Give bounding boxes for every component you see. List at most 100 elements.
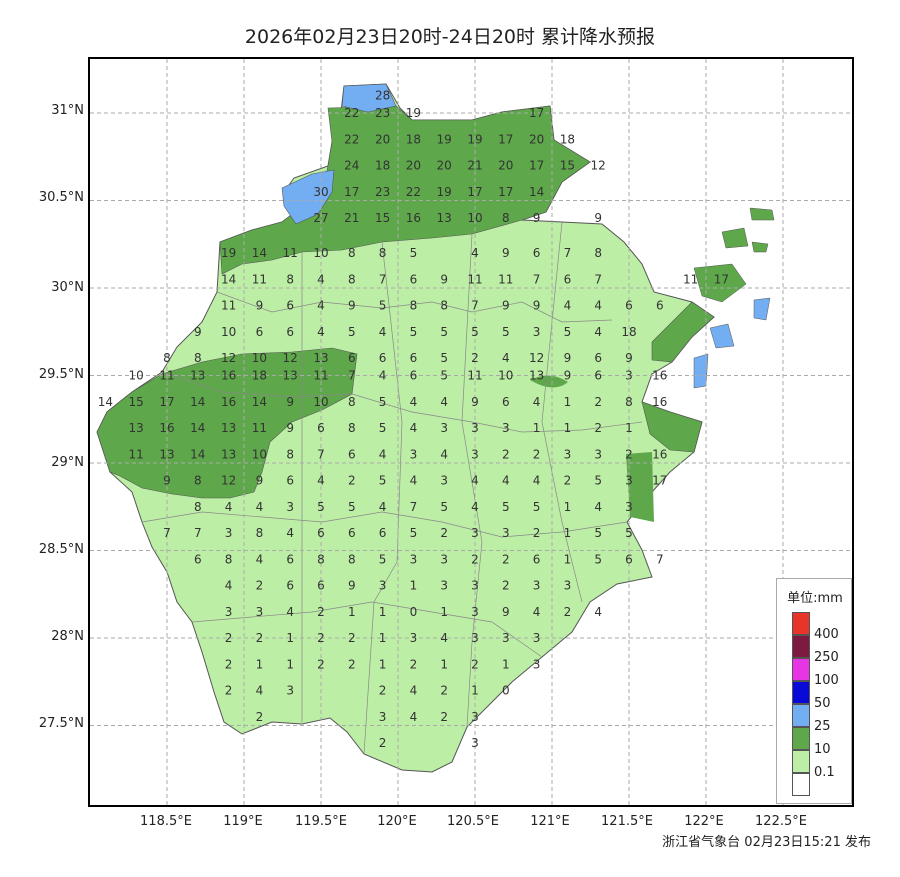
rainfall-value: 8 <box>348 421 356 435</box>
rainfall-value: 5 <box>440 351 448 365</box>
rainfall-value: 11 <box>221 299 236 313</box>
rainfall-value: 3 <box>225 526 233 540</box>
rainfall-value: 20 <box>375 132 390 146</box>
rainfall-value: 9 <box>194 325 202 339</box>
lon-label: 121.5°E <box>601 814 653 829</box>
island <box>693 353 709 389</box>
rainfall-value: 9 <box>564 351 572 365</box>
rainfall-value: 7 <box>317 447 325 461</box>
rainfall-value: 6 <box>379 351 387 365</box>
rainfall-value: 1 <box>410 579 418 593</box>
issuer-footer: 浙江省气象台 02月23日15:21 发布 <box>662 835 871 850</box>
lat-label: 31°N <box>51 103 84 118</box>
rainfall-value: 19 <box>406 106 421 120</box>
rainfall-value: 9 <box>533 299 541 313</box>
rainfall-value: 9 <box>564 369 572 383</box>
rainfall-value: 3 <box>564 579 572 593</box>
rainfall-value: 6 <box>379 526 387 540</box>
rainfall-value: 2 <box>348 631 356 645</box>
rainfall-value: 5 <box>594 474 602 488</box>
rainfall-value: 9 <box>286 421 294 435</box>
rainfall-value: 5 <box>379 421 387 435</box>
rainfall-value: 9 <box>625 351 633 365</box>
rainfall-value: 11 <box>313 369 328 383</box>
rainfall-value: 5 <box>502 500 510 514</box>
rainfall-value: 1 <box>625 421 633 435</box>
rainfall-value: 3 <box>502 421 510 435</box>
rainfall-value: 7 <box>533 272 541 286</box>
rainfall-value: 2 <box>533 526 541 540</box>
rainfall-value: 2 <box>256 579 264 593</box>
rainfall-value: 5 <box>440 325 448 339</box>
rainfall-value: 11 <box>252 272 267 286</box>
rainfall-value: 0 <box>502 684 510 698</box>
rainfall-value: 4 <box>533 605 541 619</box>
rainfall-value: 4 <box>471 500 479 514</box>
rainfall-value: 4 <box>225 500 233 514</box>
rainfall-value: 1 <box>379 657 387 671</box>
rainfall-value: 10 <box>498 369 513 383</box>
legend-swatch <box>792 773 810 796</box>
rainfall-value: 9 <box>594 211 602 225</box>
rainfall-value: 2 <box>379 736 387 750</box>
rainfall-value: 4 <box>502 474 510 488</box>
rainfall-value: 3 <box>440 579 448 593</box>
rainfall-value: 4 <box>317 272 325 286</box>
rainfall-value: 4 <box>410 684 418 698</box>
rainfall-value: 8 <box>286 447 294 461</box>
rainfall-value: 17 <box>714 272 729 286</box>
rainfall-value: 5 <box>379 552 387 566</box>
legend-title: 单位:mm <box>787 591 843 606</box>
rainfall-value: 13 <box>437 211 452 225</box>
rainfall-value: 6 <box>286 325 294 339</box>
rainfall-value: 3 <box>286 500 294 514</box>
rainfall-value: 2 <box>533 447 541 461</box>
rainfall-value: 8 <box>194 500 202 514</box>
rainfall-value: 3 <box>533 579 541 593</box>
rainfall-value: 16 <box>221 395 236 409</box>
rainfall-value: 2 <box>471 657 479 671</box>
island <box>749 207 775 221</box>
rainfall-value: 8 <box>194 351 202 365</box>
rainfall-value: 15 <box>560 159 575 173</box>
rainfall-value: 2 <box>348 474 356 488</box>
rainfall-value: 14 <box>190 395 205 409</box>
rainfall-value: 28 <box>375 89 390 103</box>
rainfall-value: 6 <box>317 421 325 435</box>
lat-label: 30°N <box>51 280 84 295</box>
rain-10-25-spot <box>626 452 654 522</box>
rain-10-25-east-island <box>641 401 703 453</box>
rainfall-value: 3 <box>225 605 233 619</box>
rainfall-value: 0 <box>410 605 418 619</box>
rainfall-value: 17 <box>529 106 544 120</box>
island <box>751 241 769 253</box>
rainfall-value: 18 <box>252 369 267 383</box>
rainfall-value: 2 <box>471 552 479 566</box>
legend-swatch <box>792 658 810 681</box>
rainfall-value: 11 <box>467 272 482 286</box>
rainfall-value: 6 <box>502 395 510 409</box>
rainfall-value: 8 <box>163 351 171 365</box>
legend-label: 400 <box>814 627 839 642</box>
rainfall-value: 22 <box>344 132 359 146</box>
rainfall-value: 3 <box>471 579 479 593</box>
rainfall-value: 7 <box>594 272 602 286</box>
lat-label: 30.5°N <box>38 190 84 205</box>
rainfall-value: 14 <box>252 246 267 260</box>
rainfall-value: 9 <box>502 299 510 313</box>
rainfall-value: 6 <box>348 447 356 461</box>
island <box>753 297 771 321</box>
rainfall-value: 3 <box>410 631 418 645</box>
rainfall-value: 2 <box>625 447 633 461</box>
rainfall-value: 6 <box>256 325 264 339</box>
rainfall-value: 8 <box>286 272 294 286</box>
rainfall-value: 2 <box>256 710 264 724</box>
rainfall-value: 27 <box>313 211 328 225</box>
rainfall-value: 14 <box>190 447 205 461</box>
rainfall-value: 20 <box>498 159 513 173</box>
rainfall-value: 1 <box>564 526 572 540</box>
rainfall-value: 6 <box>286 552 294 566</box>
rainfall-value: 24 <box>344 159 359 173</box>
rainfall-value: 12 <box>221 351 236 365</box>
rainfall-value: 6 <box>410 369 418 383</box>
